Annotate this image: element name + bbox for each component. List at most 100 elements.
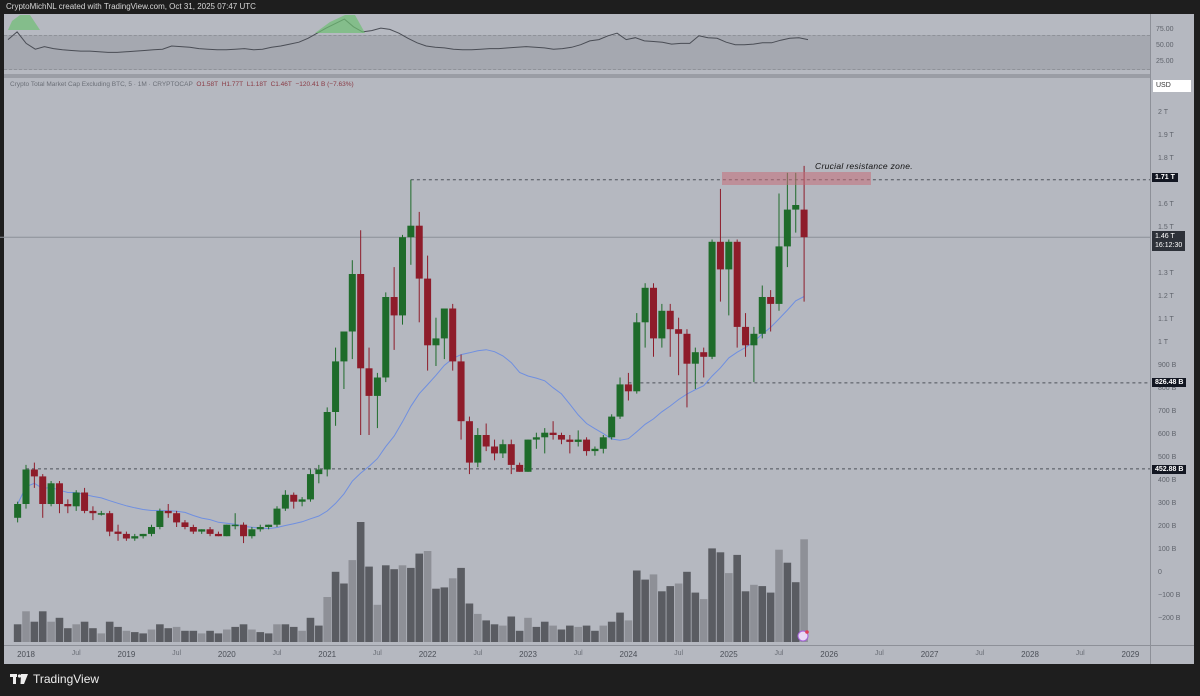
volume-bar (206, 630, 214, 642)
volume-bar (13, 624, 22, 642)
volume-bar (30, 621, 39, 642)
candle-body (390, 297, 398, 316)
legend-close: C1.46T (270, 81, 292, 88)
candle-body (365, 368, 373, 396)
candle-body (507, 444, 515, 465)
candle-body (725, 241, 733, 270)
tradingview-logo: TradingView (10, 672, 99, 686)
volume-bar (566, 625, 574, 642)
resistance-price-tag: 1.71 T (1152, 173, 1178, 182)
candle-body (315, 469, 323, 475)
time-axis-label: 2025 (719, 650, 738, 659)
volume-bar (465, 603, 474, 642)
time-axis-label: 2029 (1121, 650, 1140, 659)
candle-body (574, 439, 582, 442)
volume-bar (22, 611, 30, 642)
candle-body (22, 469, 30, 504)
volume-bar (306, 617, 315, 642)
candle-body (767, 297, 775, 304)
volume-bar (147, 629, 156, 642)
candle-body (273, 508, 281, 525)
candle-body (214, 533, 222, 537)
rsi-axis-label: 50.00 (1156, 42, 1174, 49)
volume-bar (89, 628, 97, 642)
volume-bar (356, 522, 365, 642)
price-axis-label: −200 B (1158, 615, 1181, 622)
candle-body (616, 384, 624, 417)
volume-bar (649, 574, 658, 642)
resistance-zone-rect[interactable] (722, 172, 871, 185)
candle-body (114, 531, 122, 534)
volume-bar (114, 626, 122, 642)
candle-body (624, 384, 632, 392)
main-price-pane[interactable] (4, 78, 1150, 645)
legend-open: O1.58T (196, 81, 219, 88)
candle-body (164, 510, 172, 514)
price-axis-label: 400 B (1158, 477, 1177, 484)
volume-bar (758, 586, 767, 642)
volume-bar (691, 592, 700, 642)
candle-body (800, 209, 808, 238)
candle-body (323, 412, 331, 470)
volume-bar (273, 624, 281, 642)
volume-bar (674, 583, 683, 642)
volume-bar (181, 630, 189, 642)
candle-body (156, 510, 164, 527)
time-axis-label: 2028 (1021, 650, 1039, 659)
volume-bar (557, 629, 566, 642)
volume-bar (658, 591, 666, 642)
symbol-legend: Crypto Total Market Cap Excluding BTC, 5… (10, 81, 354, 88)
time-axis-label: Jul (172, 650, 182, 657)
candle-body (206, 529, 214, 534)
price-axis[interactable] (1150, 14, 1194, 645)
volume-bar (524, 617, 532, 642)
volume-bar (482, 620, 490, 642)
volume-bar (733, 554, 741, 642)
volume-bar (574, 626, 582, 642)
candle-body (139, 533, 147, 537)
volume-bar (423, 551, 432, 642)
price-axis-label: 1 T (1158, 339, 1168, 346)
time-axis-label: 2026 (820, 650, 839, 659)
rsi-overbought-fill (8, 15, 40, 30)
candle-body (775, 246, 783, 304)
candle-body (482, 435, 490, 447)
candle-body (750, 333, 758, 346)
candle-body (72, 492, 80, 507)
legend-change: −120.41 B (−7.63%) (295, 81, 354, 88)
tradingview-brand: TradingView (33, 672, 100, 686)
candle-body (675, 329, 683, 334)
candle-body (691, 352, 699, 364)
volume-bar (624, 620, 633, 642)
volume-bar (64, 628, 72, 642)
volume-bar (448, 578, 457, 642)
bar-countdown: 16:12:30 (1155, 242, 1183, 249)
price-axis-label: 1.2 T (1158, 293, 1174, 300)
volume-bar (373, 604, 382, 642)
candle-body (457, 361, 465, 422)
candle-body (382, 297, 390, 378)
candle-body (683, 333, 691, 364)
time-axis-label: Jul (71, 650, 81, 657)
resistance-annotation[interactable]: Crucial resistance zone. (815, 161, 913, 171)
rsi-pane[interactable] (4, 14, 1150, 74)
candle-body (465, 421, 473, 463)
volume-bar (80, 621, 89, 642)
legend-low: L1.18T (246, 81, 267, 88)
currency-selector[interactable]: USD (1153, 80, 1191, 92)
volume-bar (407, 567, 415, 642)
volume-bar (540, 621, 549, 642)
volume-bar (741, 591, 750, 642)
time-axis[interactable] (4, 645, 1150, 664)
candle-body (783, 209, 791, 247)
candle-body (223, 524, 231, 537)
pane-separator[interactable] (4, 74, 1194, 78)
time-axis-label: Jul (874, 650, 884, 657)
volume-bar (415, 553, 424, 642)
candle-body (373, 377, 381, 396)
volume-bar (139, 633, 147, 642)
tradingview-logo-icon (10, 674, 28, 684)
candle-body (641, 287, 649, 323)
volume-bar (791, 582, 800, 642)
